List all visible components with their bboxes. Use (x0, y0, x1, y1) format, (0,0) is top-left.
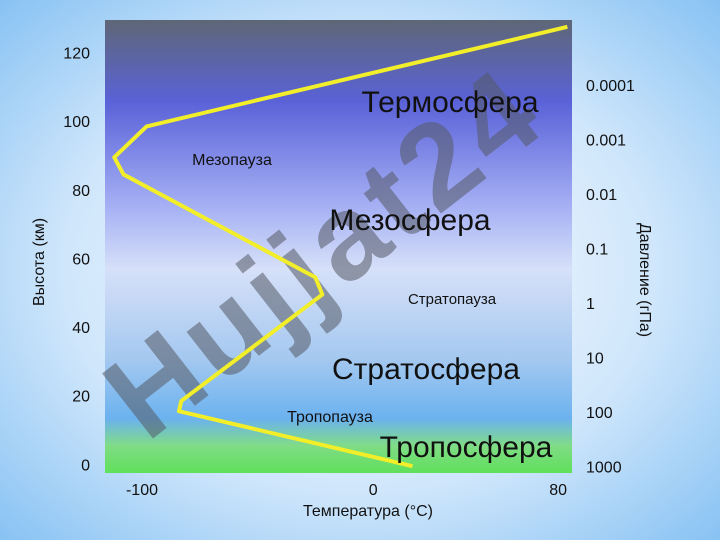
layer-label: Термосфера (361, 86, 538, 119)
y-axis-label: Высота (км) (31, 218, 48, 306)
layer-label: Тропопауза (287, 409, 373, 426)
y-tick-label: 20 (72, 389, 90, 406)
x-tick-label: 80 (549, 482, 567, 499)
x-tick-label: 0 (369, 482, 378, 499)
y-tick-label: 40 (72, 320, 90, 337)
y2-tick-label: 1 (586, 296, 595, 313)
layer-label: Мезопауза (192, 152, 272, 169)
y-tick-label: 120 (63, 46, 90, 63)
y-tick-label: 100 (63, 114, 90, 131)
y2-tick-label: 0.0001 (586, 78, 635, 95)
y2-tick-label: 0.1 (586, 241, 608, 258)
y2-tick-label: 10 (586, 350, 604, 367)
layer-label: Тропосфера (380, 431, 553, 464)
y2-tick-label: 1000 (586, 459, 622, 476)
layer-label: Стратосфера (332, 353, 520, 386)
x-tick-label: -100 (126, 482, 158, 499)
layer-label: Стратопауза (408, 291, 497, 308)
y2-tick-label: 100 (586, 405, 613, 422)
y-tick-label: 80 (72, 183, 90, 200)
y-tick-label: 0 (81, 457, 90, 474)
layer-label: Мезосфера (329, 204, 491, 237)
y2-axis-label: Давление (гПа) (636, 223, 653, 337)
profile-line (112, 24, 568, 469)
y2-tick-label: 0.001 (586, 132, 626, 149)
y-tick-label: 60 (72, 251, 90, 268)
y2-tick-label: 0.01 (586, 187, 617, 204)
x-axis-label: Температура (°C) (303, 503, 433, 520)
